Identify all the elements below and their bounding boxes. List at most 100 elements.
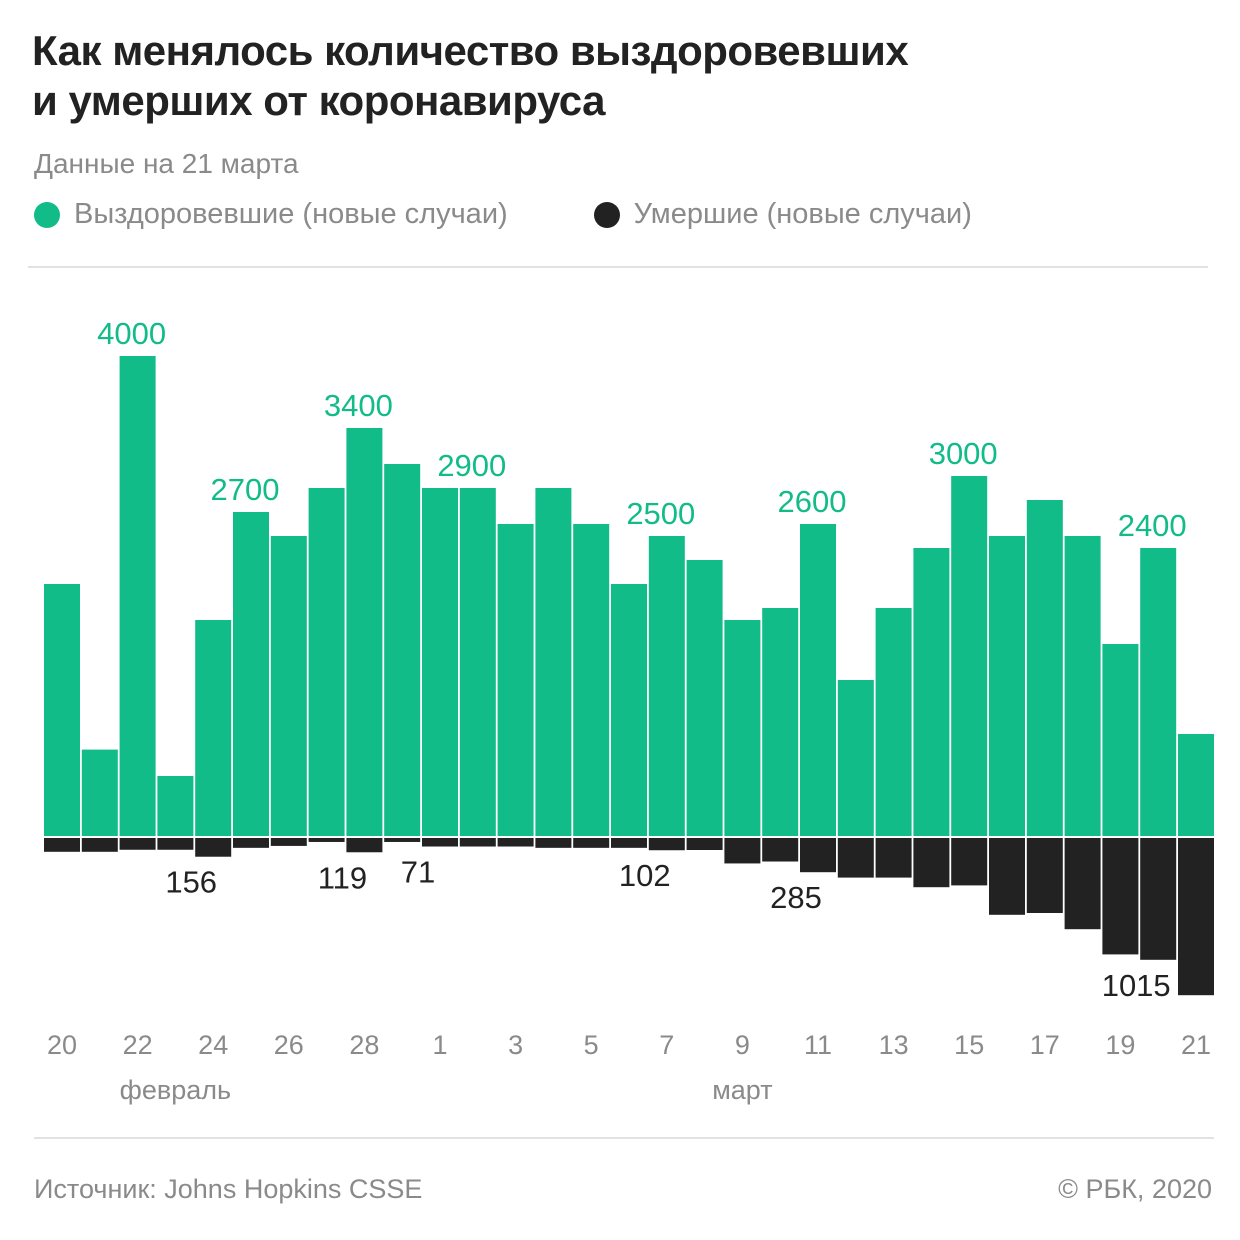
deaths-bar <box>724 838 761 864</box>
deaths-bar <box>648 838 685 851</box>
deaths-data-label: 1015 <box>1102 968 1171 1003</box>
recovered-bar <box>497 524 534 836</box>
recovered-bar <box>346 428 383 836</box>
deaths-bar <box>44 838 80 852</box>
x-tick-label: 7 <box>659 1030 674 1060</box>
deaths-bar <box>459 838 496 847</box>
month-label: март <box>712 1075 772 1105</box>
recovered-bar <box>762 608 799 836</box>
recovered-bar <box>1178 734 1214 836</box>
recovered-data-label: 2900 <box>437 448 506 483</box>
legend-label: Выздоровевшие (новые случаи) <box>74 198 508 230</box>
deaths-bar <box>1140 838 1177 960</box>
recovered-bar <box>233 512 269 836</box>
recovered-bar <box>195 620 232 836</box>
legend-dot-green-icon <box>34 201 60 228</box>
deaths-bar <box>1026 838 1063 913</box>
recovered-bar <box>1102 644 1139 836</box>
recovered-bar <box>951 476 988 836</box>
top-divider <box>28 266 1208 268</box>
deaths-data-label: 102 <box>619 858 671 893</box>
copyright-text: © РБК, 2020 <box>1058 1174 1212 1204</box>
recovered-data-label: 2400 <box>1118 508 1187 543</box>
deaths-bar <box>762 838 799 862</box>
x-tick-label: 13 <box>879 1030 909 1060</box>
x-tick-label: 22 <box>123 1030 153 1060</box>
deaths-bar <box>1102 838 1139 955</box>
recovered-bar <box>81 749 118 836</box>
recovered-bar <box>157 776 194 836</box>
recovered-bar <box>1064 536 1101 836</box>
recovered-data-label: 2500 <box>626 496 695 531</box>
x-tick-label: 9 <box>735 1030 750 1060</box>
deaths-bar <box>497 838 534 847</box>
deaths-bar <box>875 838 912 878</box>
deaths-bar <box>195 838 232 857</box>
recovered-bar <box>1140 548 1177 836</box>
x-tick-label: 15 <box>954 1030 984 1060</box>
recovered-data-label: 3400 <box>324 388 393 423</box>
x-tick-label: 3 <box>508 1030 523 1060</box>
recovered-data-label: 2700 <box>211 472 280 507</box>
recovered-data-label: 3000 <box>929 436 998 471</box>
recovered-data-label: 2600 <box>778 484 847 519</box>
recovered-bar <box>384 464 421 836</box>
recovered-bar <box>119 356 156 836</box>
x-tick-label: 5 <box>584 1030 599 1060</box>
deaths-data-label: 119 <box>318 860 367 895</box>
deaths-bar <box>1064 838 1101 930</box>
legend-label: Умершие (новые случаи) <box>633 198 972 230</box>
recovered-bar <box>648 536 685 836</box>
recovered-bar <box>573 524 610 836</box>
x-tick-label: 21 <box>1181 1030 1211 1060</box>
recovered-bar <box>800 524 836 836</box>
legend-dot-black-icon <box>593 201 620 228</box>
recovered-bar <box>611 584 647 836</box>
legend: Выздоровевшие (новые случаи) Умершие (но… <box>34 198 972 231</box>
recovered-bar <box>459 488 496 836</box>
deaths-bar <box>119 838 156 850</box>
subtitle: Данные на 21 марта <box>34 148 299 179</box>
legend-item-deaths: Умершие (новые случаи) <box>593 198 972 231</box>
x-tick-label: 26 <box>274 1030 304 1060</box>
deaths-data-label: 156 <box>165 865 217 900</box>
deaths-bar <box>686 838 723 850</box>
x-tick-label: 24 <box>198 1030 228 1060</box>
recovered-bar <box>270 536 307 836</box>
deaths-bar <box>346 838 383 853</box>
recovered-bar <box>724 620 761 836</box>
recovered-bar <box>913 548 950 836</box>
x-tick-label: 17 <box>1030 1030 1060 1060</box>
deaths-bar <box>384 838 421 842</box>
deaths-bar <box>611 838 647 848</box>
recovered-bar <box>989 536 1025 836</box>
legend-item-recovered: Выздоровевшие (новые случаи) <box>34 198 508 231</box>
deaths-bar <box>800 838 836 873</box>
deaths-bar <box>157 838 194 850</box>
recovered-bar <box>308 488 345 836</box>
deaths-bar <box>989 838 1025 915</box>
recovered-bar <box>837 680 874 836</box>
recovered-bar <box>686 560 723 836</box>
deaths-bar <box>233 838 269 848</box>
deaths-bar <box>573 838 610 848</box>
recovered-bar <box>422 488 458 836</box>
recovered-data-label: 4000 <box>97 316 166 351</box>
x-tick-label: 11 <box>804 1030 832 1060</box>
deaths-bar <box>270 838 307 846</box>
deaths-bar <box>422 838 458 847</box>
recovered-bar <box>875 608 912 836</box>
deaths-bar <box>837 838 874 878</box>
recovered-bar <box>44 584 80 836</box>
deaths-data-label: 71 <box>401 855 435 890</box>
source-text: Источник: Johns Hopkins CSSE <box>34 1174 423 1204</box>
recovered-bar <box>535 488 572 836</box>
recovered-bar <box>1026 500 1063 836</box>
title-line-2: и умерших от коронавируса <box>32 77 606 124</box>
x-tick-label: 20 <box>47 1030 77 1060</box>
deaths-bar <box>913 838 950 888</box>
chart-title: Как менялось количество выздоровевших и … <box>32 26 909 126</box>
deaths-bar <box>81 838 118 852</box>
deaths-bar <box>951 838 988 886</box>
